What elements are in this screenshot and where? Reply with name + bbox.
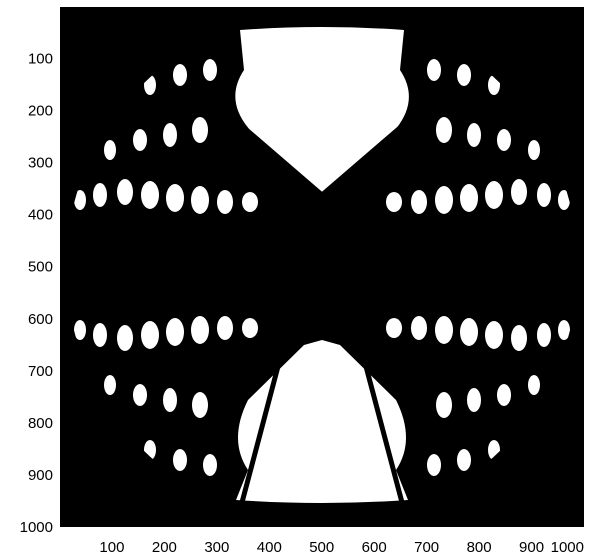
x-tick-label: 400: [257, 539, 282, 556]
bottom-bright-region: [236, 340, 408, 503]
diagonal-line: [237, 339, 288, 511]
x-tick-label: 700: [414, 539, 439, 556]
x-tick-label: 300: [204, 539, 229, 556]
y-tick-label: 100: [28, 51, 53, 68]
diagonal-line: [356, 339, 407, 511]
y-tick-label: 400: [28, 207, 53, 224]
lower-fringes: [74, 316, 570, 476]
y-tick-label: 200: [28, 103, 53, 120]
diagonal-line: [320, 88, 446, 197]
x-tick-label: 500: [309, 539, 334, 556]
y-tick-label: 800: [28, 415, 53, 432]
image-plot: [60, 7, 584, 527]
y-tick-label: 600: [28, 311, 53, 328]
x-tick-label: 600: [362, 539, 387, 556]
x-tick-label: 200: [152, 539, 177, 556]
y-tick-label: 300: [28, 155, 53, 172]
top-bright-region: [235, 27, 409, 195]
y-tick-label: 500: [28, 259, 53, 276]
y-tick-label: 700: [28, 363, 53, 380]
y-axis-ticks: 100 200 300 400 500 600 700 800 900 1000: [20, 51, 53, 536]
upper-fringes: [74, 59, 570, 214]
fringe-pattern: [74, 27, 570, 503]
x-tick-label: 100: [99, 539, 124, 556]
y-tick-label: 900: [28, 467, 53, 484]
dark-features: [62, 7, 582, 527]
x-axis-ticks: 100 200 300 400 500 600 700 800 900 1000: [99, 539, 584, 556]
x-tick-label: 800: [467, 539, 492, 556]
x-tick-label: 1000: [551, 539, 584, 556]
central-dark-disk: [262, 197, 382, 337]
diagonal-line: [198, 88, 324, 197]
disk-edge: [62, 7, 582, 527]
x-tick-label: 900: [519, 539, 544, 556]
y-tick-label: 1000: [20, 519, 53, 536]
